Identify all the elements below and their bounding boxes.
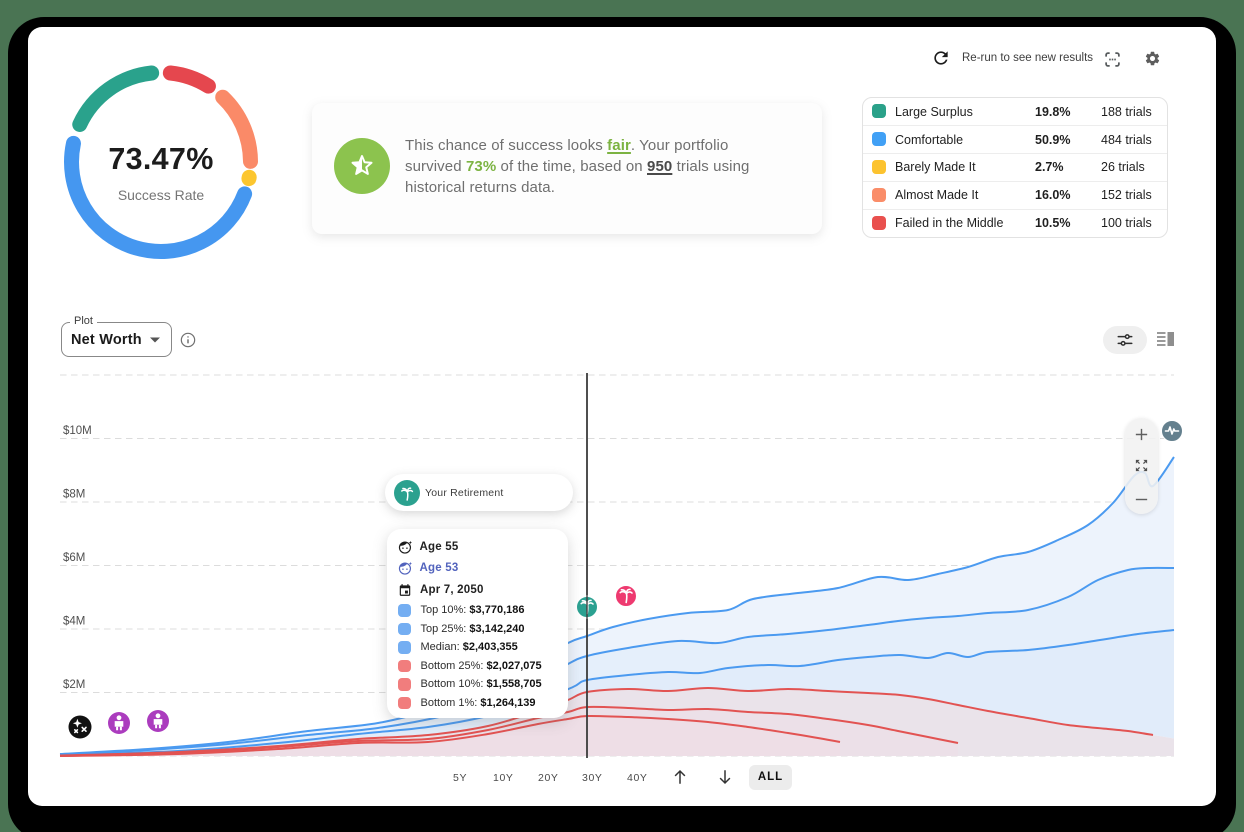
- svg-text:$10M: $10M: [63, 425, 92, 437]
- svg-text:$2M: $2M: [63, 679, 85, 691]
- svg-text:$6M: $6M: [63, 552, 85, 564]
- svg-text:$4M: $4M: [63, 616, 85, 628]
- svg-text:$8M: $8M: [63, 489, 85, 501]
